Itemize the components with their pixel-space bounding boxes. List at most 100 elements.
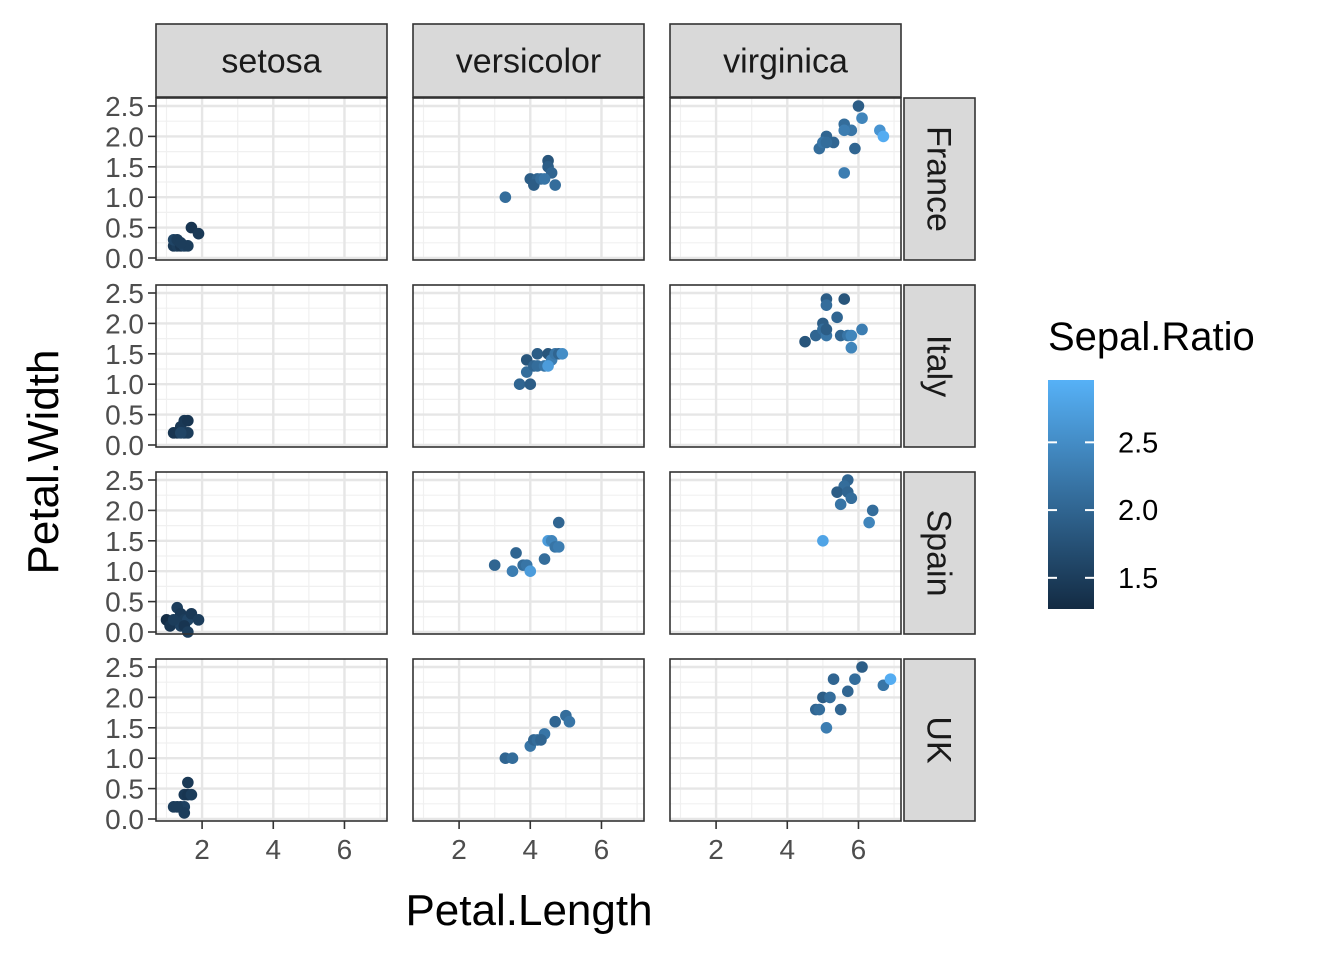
data-point [542,360,554,372]
y-tick-label: 1.5 [105,152,144,183]
data-point [506,565,519,577]
data-point [827,673,840,685]
color-legend: Sepal.Ratio 2.5 2.0 1.5 [1048,315,1255,609]
strip-label: Italy [920,335,958,397]
panel-border [155,471,388,635]
panel-background [156,285,387,447]
y-tick-label: 1.0 [105,182,144,213]
strip-label: virginica [723,43,848,81]
x-tick-label: 6 [594,834,610,865]
y-tick-label: 0.5 [105,213,144,244]
data-point [192,614,205,626]
strip-background [155,23,388,98]
data-point [535,734,547,746]
panel-background [156,98,387,260]
strip-setosa: setosa [155,23,388,98]
data-point [499,191,512,203]
panel-border [155,284,388,448]
data-point [538,553,551,565]
data-point [834,498,847,511]
data-point [838,167,851,179]
data-point [552,541,565,553]
data-point [171,801,183,813]
data-point [488,559,501,571]
y-tick-label: 2.5 [105,91,144,122]
data-point [820,136,833,149]
x-tick-label: 2 [194,834,210,865]
data-point [174,427,187,439]
data-point [182,414,194,427]
x-tick-label: 4 [779,834,795,865]
data-point [856,661,868,673]
strip-label: France [920,126,958,232]
panel-background [670,98,901,260]
panel-versicolor-france [412,97,645,261]
data-point [852,100,865,112]
data-point [856,323,868,336]
y-tick-label: 2.5 [105,652,144,683]
strip-background [412,23,645,98]
data-point [192,227,205,240]
data-point [817,535,829,547]
legend-tick-label: 1.5 [1118,563,1158,595]
y-tick-label: 1.5 [105,526,144,557]
strip-background [903,658,976,822]
panel-background [413,472,644,634]
data-point [549,179,561,191]
y-tick-label: 0.5 [105,774,144,805]
data-point [799,335,811,348]
panel-setosa-spain [155,471,388,638]
y-tick-label: 0.0 [105,804,144,835]
strips-layer: setosa versicolor virginica France Italy Spai… [155,23,976,822]
data-point [849,673,861,685]
y-tick-label: 2.0 [105,121,144,152]
y-tick-label: 1.5 [105,713,144,744]
y-tick-label: 2.0 [105,308,144,339]
axes-layer: 0.00.51.01.52.02.50.00.51.01.52.02.50.00… [105,91,866,865]
panel-background [670,285,901,447]
strip-label: setosa [221,43,321,81]
data-point [820,299,833,311]
x-tick-label: 4 [522,834,538,865]
legend-colorbar [1048,380,1094,609]
strip-label: UK [920,716,958,764]
x-tick-label: 2 [451,834,467,865]
legend-tick-label: 2.5 [1118,427,1158,459]
x-tick-label: 4 [265,834,281,865]
data-point [831,486,843,498]
data-point [556,348,569,360]
panel-border [669,284,902,448]
x-tick-label: 2 [708,834,724,865]
legend-title: Sepal.Ratio [1048,315,1255,359]
data-point [849,142,861,155]
panel-virginica-france [669,97,902,261]
panel-virginica-italy [669,284,902,448]
y-tick-label: 1.5 [105,339,144,370]
legend-ticks: 2.5 2.0 1.5 [1048,427,1158,595]
data-point [845,492,858,505]
strip-label: Spain [920,510,958,597]
y-tick-label: 0.5 [105,400,144,431]
strip-italy: Italy [903,284,976,448]
x-tick-label: 6 [851,834,867,865]
data-point [510,547,522,559]
x-tick-label: 6 [337,834,353,865]
data-point [506,752,519,764]
panel-virginica-spain [669,471,902,635]
strip-virginica: virginica [669,23,902,98]
y-tick-label: 1.0 [105,556,144,587]
strip-spain: Spain [903,471,976,635]
data-point [834,703,847,716]
data-point [877,130,890,143]
panel-border [155,97,388,261]
data-point [174,237,187,249]
panel-border [412,471,645,635]
data-point [841,685,854,698]
panel-border [155,658,388,822]
data-point [820,722,833,734]
data-point [838,293,851,305]
panel-border [669,97,902,261]
strip-label: versicolor [456,43,601,81]
strip-france: France [903,97,976,261]
